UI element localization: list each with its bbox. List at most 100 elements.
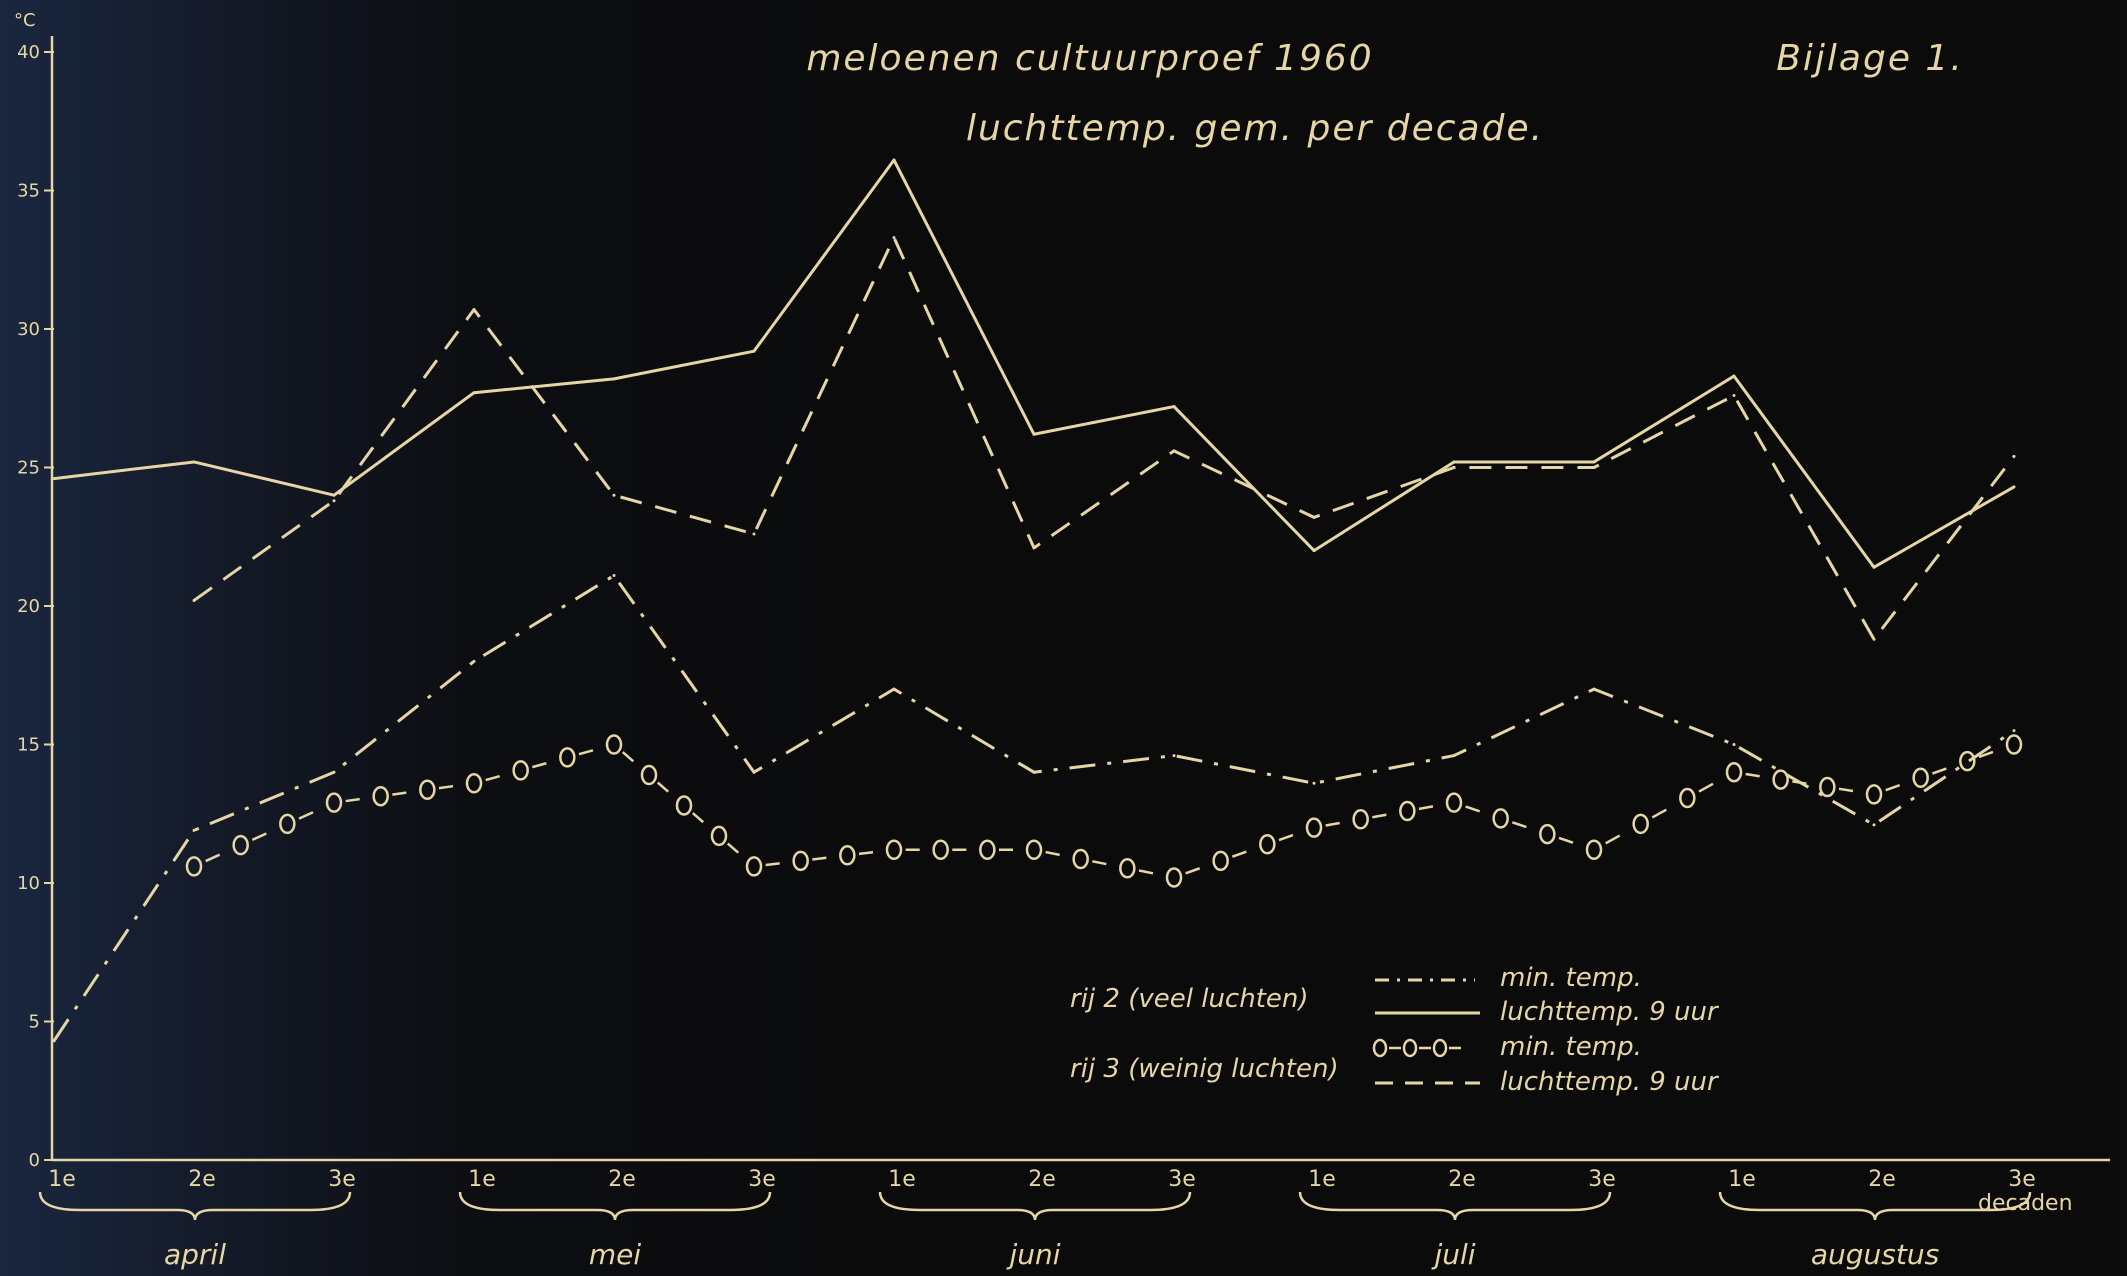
x-tick-label: 3e bbox=[748, 1167, 776, 1192]
series-r3_air bbox=[192, 236, 2016, 641]
series-r3_min-ring bbox=[1772, 769, 1789, 790]
x-tick-label: 1e bbox=[1308, 1167, 1336, 1192]
series-r3_min-point bbox=[1165, 867, 1183, 888]
x-tick-label: 3e bbox=[1168, 1167, 1196, 1192]
legend-group-rij2: rij 2 (veel luchten) bbox=[1070, 984, 1309, 1014]
series-r3_min-segment bbox=[1138, 869, 1154, 875]
series-r2_air-point bbox=[1452, 460, 1456, 464]
month-brace bbox=[1718, 1191, 2032, 1221]
series-r3_air-point bbox=[1452, 466, 1456, 469]
series-r3_min-point bbox=[1585, 839, 1603, 861]
month-label: augustus bbox=[1811, 1238, 1939, 1271]
series-r3_min-segment bbox=[1885, 784, 1901, 792]
y-tick-label: 25 bbox=[17, 458, 40, 479]
series-r3_min-segment bbox=[1931, 767, 1947, 775]
series-r3_air-point bbox=[1592, 466, 1596, 469]
y-tick-label: 10 bbox=[17, 873, 40, 894]
series-r3_min-ring bbox=[792, 850, 809, 872]
series-r2_min-point bbox=[332, 770, 336, 774]
series-r3_min-ring bbox=[1492, 808, 1509, 829]
series-r3_min bbox=[185, 734, 2023, 888]
month-label: juni bbox=[1005, 1238, 1060, 1271]
x-tick-label: 2e bbox=[1868, 1167, 1896, 1192]
y-ticks: 0 5 10 15 20 25 30 35 40 bbox=[17, 42, 54, 1171]
month-groups: april mei juni juli augustus bbox=[38, 1191, 2032, 1271]
month-brace bbox=[458, 1191, 772, 1221]
corner-label: Bijlage 1. bbox=[1776, 38, 1964, 79]
series-r2_air-point bbox=[1032, 432, 1036, 436]
series-r3_min-ring bbox=[932, 839, 949, 861]
series-r3_min-ring bbox=[372, 785, 389, 807]
legend-ring bbox=[1372, 1038, 1388, 1058]
series-r3_min-segment bbox=[1092, 860, 1107, 866]
x-axis-label: decaden bbox=[1978, 1191, 2073, 1216]
series-r3_min-segment bbox=[205, 853, 221, 863]
y-tick-label: 5 bbox=[29, 1012, 40, 1033]
series-r2_min-line bbox=[52, 574, 2015, 1042]
series-r2_min bbox=[52, 574, 2016, 1043]
series-r2_air bbox=[52, 158, 2016, 569]
series-r3_min-ring bbox=[1912, 767, 1929, 788]
series-r3_min-segment bbox=[1698, 782, 1714, 793]
series-r3_min-segment bbox=[578, 749, 594, 756]
series-r2_min-point bbox=[892, 687, 896, 691]
series-r3_min-segment bbox=[1465, 805, 1481, 813]
series-r3_min-ring bbox=[1819, 776, 1836, 798]
x-tick-label: 2e bbox=[1028, 1167, 1056, 1192]
series-r3_air-point bbox=[332, 499, 336, 503]
series-r3_min-point bbox=[2005, 734, 2023, 755]
series-r2_min-point bbox=[1872, 823, 1876, 827]
month-brace bbox=[878, 1191, 1192, 1221]
series-r3_min-segment bbox=[1511, 821, 1527, 829]
series-r3_min-point bbox=[1025, 839, 1043, 861]
series-r3_min-ring bbox=[1959, 750, 1976, 772]
series-r2_air-point bbox=[1872, 565, 1876, 569]
x-tick-label: 1e bbox=[888, 1167, 916, 1192]
legend: rij 2 (veel luchten) rij 3 (weinig lucht… bbox=[1070, 963, 1720, 1097]
legend-label-r3-min: min. temp. bbox=[1500, 1032, 1642, 1062]
series-r3_min-ring bbox=[1212, 850, 1229, 872]
x-tick-label: 2e bbox=[1448, 1167, 1476, 1192]
month-label: mei bbox=[589, 1238, 642, 1271]
series-r3_min-segment bbox=[656, 781, 670, 793]
y-tick-label: 30 bbox=[17, 319, 40, 340]
series-r2_air-point bbox=[2012, 485, 2016, 489]
series-r2_air-point bbox=[892, 158, 896, 162]
series-r3_min-point bbox=[1725, 761, 1743, 783]
series-r3_min-segment bbox=[1978, 750, 1994, 759]
x-tick-label: 2e bbox=[608, 1167, 636, 1192]
series-r3_air-point bbox=[1172, 449, 1176, 453]
legend-group-rij3: rij 3 (weinig luchten) bbox=[1070, 1054, 1339, 1084]
series-r3_min-segment bbox=[531, 762, 547, 769]
month-brace bbox=[38, 1191, 352, 1221]
x-tick-label: 1e bbox=[1728, 1167, 1756, 1192]
series-r3_min-segment bbox=[298, 811, 314, 820]
series-r2_min-point bbox=[1312, 781, 1316, 785]
month-label: april bbox=[164, 1238, 226, 1271]
series-r2_min-point bbox=[1452, 754, 1456, 758]
series-r3_air-point bbox=[2012, 454, 2016, 458]
series-r3_air-point bbox=[192, 598, 196, 602]
series-r3_min-segment bbox=[1278, 833, 1294, 842]
series-r3_air-point bbox=[1312, 515, 1316, 519]
series-r3_min-point bbox=[1445, 792, 1463, 813]
series-r3_air-point bbox=[892, 236, 896, 240]
series-r3_min-ring bbox=[1632, 813, 1649, 835]
series-r3_min-segment bbox=[485, 774, 501, 782]
series-r2_min-point bbox=[1592, 687, 1596, 691]
x-tick-label: 3e bbox=[1588, 1167, 1616, 1192]
series-r3_min-segment bbox=[1792, 780, 1807, 785]
y-axis-unit: °C bbox=[14, 10, 36, 31]
series-r2_min-point bbox=[1732, 743, 1736, 746]
y-tick-label: 40 bbox=[17, 42, 40, 63]
series-r3_min-segment bbox=[765, 862, 780, 867]
series-r3_min-ring bbox=[1119, 857, 1136, 879]
y-tick-label: 15 bbox=[17, 735, 40, 756]
series-r3_min-point bbox=[185, 856, 203, 877]
series-r3_min-ring bbox=[1539, 823, 1556, 845]
x-tick-label: 3e bbox=[2008, 1167, 2036, 1192]
series-r3_min-point bbox=[465, 773, 483, 794]
series-r3_min-ring bbox=[419, 779, 436, 800]
x-tick-label: 1e bbox=[468, 1167, 496, 1192]
